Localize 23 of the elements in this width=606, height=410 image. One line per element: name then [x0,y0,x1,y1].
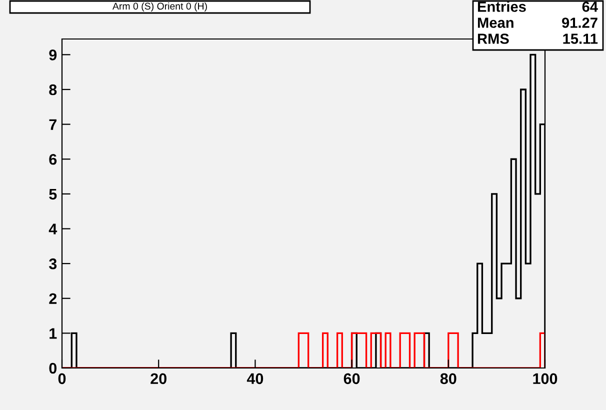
x-tick-label: 100 [533,373,558,384]
text: Entries [478,1,526,12]
y-tick-label: 5 [49,188,57,200]
y-tick-label: 3 [48,258,57,270]
y-tick-label: 2 [49,293,57,304]
x-tick-label: 80 [440,373,456,384]
y-tick-label: 6 [49,154,57,165]
text: 91.27 [562,18,598,28]
annotation: RMS [478,34,509,44]
x-tick-label: 0 [58,373,66,384]
x-tick-label: 60 [344,373,360,384]
y-tick-label: 0 [49,362,57,374]
y-tick-label: 8 [49,84,57,96]
y-tick-label: 4 [48,224,58,234]
text: 64 [582,2,598,12]
text: 15.11 [563,34,598,44]
chart-title: Arm 0 (S) Orient 0 (H) [112,2,207,12]
x-tick-label: 40 [246,373,264,384]
x-tick-label: 20 [150,373,166,384]
y-tick-label: 7 [49,119,56,130]
text: Mean [478,18,514,28]
y-tick-label: 9 [49,50,57,60]
y-tick-label: 1 [50,328,57,339]
